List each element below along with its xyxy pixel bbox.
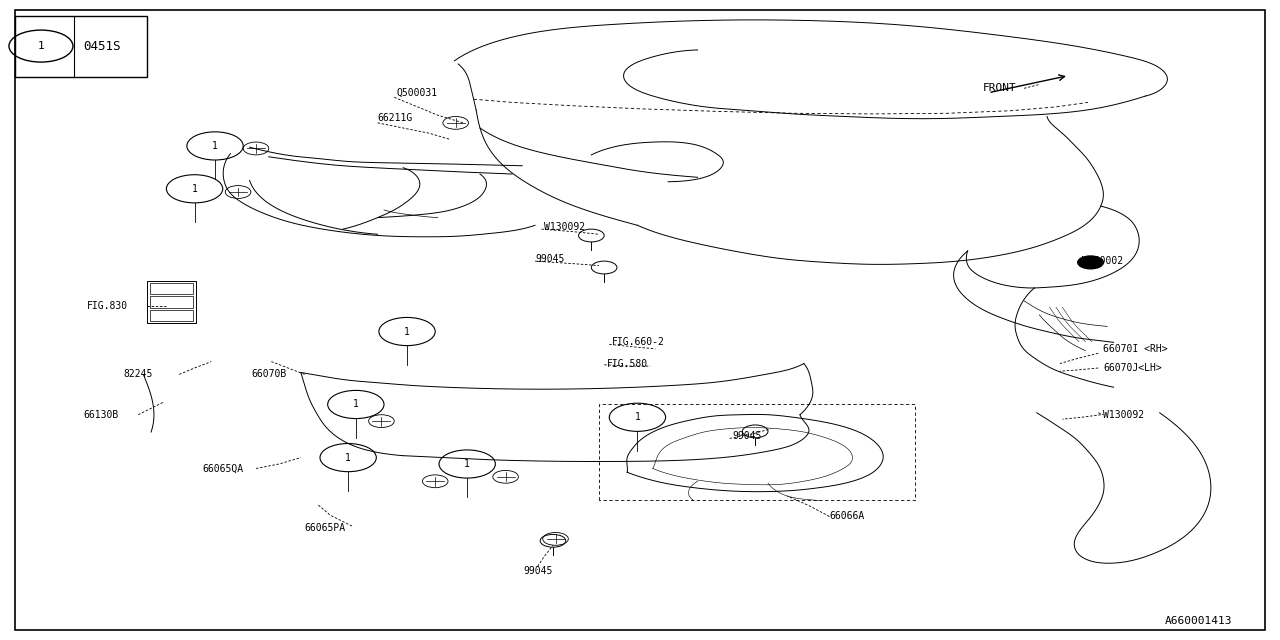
Text: 1: 1: [192, 184, 197, 194]
Text: 1: 1: [635, 412, 640, 422]
Text: 1: 1: [353, 399, 358, 410]
Text: FIG.830: FIG.830: [87, 301, 128, 311]
Text: FIG.580: FIG.580: [607, 358, 648, 369]
Text: FRONT: FRONT: [983, 83, 1016, 93]
Bar: [150, 283, 193, 294]
Bar: [147, 281, 196, 323]
Text: 99045: 99045: [535, 254, 564, 264]
Text: Q500031: Q500031: [397, 88, 438, 98]
Text: 1: 1: [346, 452, 351, 463]
Text: A660001413: A660001413: [1165, 616, 1233, 626]
Text: 66066A: 66066A: [829, 511, 865, 522]
Text: W130092: W130092: [1103, 410, 1144, 420]
Text: 66070B: 66070B: [251, 369, 287, 380]
Text: 66130B: 66130B: [83, 410, 119, 420]
Text: 66070J<LH>: 66070J<LH>: [1103, 363, 1162, 373]
Text: 66070I <RH>: 66070I <RH>: [1103, 344, 1167, 354]
Text: FIG.660-2: FIG.660-2: [612, 337, 664, 348]
Text: W130092: W130092: [544, 222, 585, 232]
Text: 1: 1: [37, 41, 45, 51]
Text: 82245: 82245: [123, 369, 152, 380]
Text: 1: 1: [465, 459, 470, 469]
Bar: [150, 310, 193, 321]
Text: W080002: W080002: [1082, 256, 1123, 266]
Text: 66065QA: 66065QA: [202, 463, 243, 474]
Text: 66065PA: 66065PA: [305, 523, 346, 533]
Text: 99045: 99045: [732, 431, 762, 442]
Bar: [15, 16, 147, 77]
Text: 1: 1: [404, 326, 410, 337]
Bar: [150, 296, 193, 308]
Text: 0451S: 0451S: [83, 40, 120, 52]
Text: 1: 1: [212, 141, 218, 151]
Circle shape: [1078, 256, 1103, 269]
Text: 66211G: 66211G: [378, 113, 413, 124]
Text: 99045: 99045: [524, 566, 552, 576]
